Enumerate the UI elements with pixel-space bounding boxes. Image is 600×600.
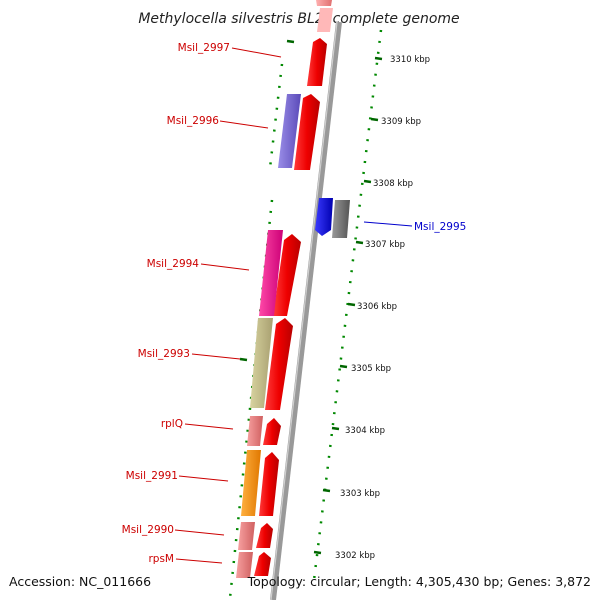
gene-block	[250, 318, 273, 408]
leader-lines	[174, 47, 413, 564]
accession-text: Accession: NC_011666	[9, 574, 151, 589]
gene-labels: Msil_2997 Msil_2996 Msil_2995 Msil_2994 …	[122, 42, 467, 565]
cds-arrow	[317, 8, 333, 32]
gene-block	[278, 94, 301, 168]
map-title: Methylocella silvestris BL2, complete ge…	[138, 11, 459, 27]
cds-arrow	[254, 552, 271, 576]
gene-label: Msil_2991	[126, 470, 178, 482]
tick-label: 3307 kbp	[365, 240, 405, 250]
gene-label: Msil_2995	[414, 221, 466, 233]
tick-label: 3310 kbp	[390, 55, 430, 65]
tick-marks	[239, 39, 383, 555]
gene-block	[236, 552, 253, 578]
gene-block	[259, 230, 283, 316]
tick-label: 3308 kbp	[373, 179, 413, 189]
tick-label: 3303 kbp	[340, 489, 380, 499]
gene-label: Msil_2994	[147, 258, 200, 270]
genome-backbone	[270, 21, 342, 600]
gene-label: Msil_2993	[138, 348, 190, 360]
cds-arrow	[259, 452, 279, 516]
gene-label: rpsM	[148, 553, 174, 565]
cds-arrow	[307, 38, 327, 86]
gene-block	[316, 0, 332, 6]
cds-arrow	[273, 234, 301, 316]
cds-reverse-arrow	[315, 198, 333, 236]
gene-block	[238, 522, 255, 550]
cds-arrow	[256, 523, 273, 548]
gene-label: Msil_2997	[178, 42, 230, 54]
tick-label: 3302 kbp	[335, 551, 375, 561]
gene-label: rplQ	[161, 418, 183, 430]
topology-text: Topology: circular; Length: 4,305,430 bp…	[247, 574, 591, 589]
cds-forward-track	[254, 8, 333, 576]
cds-arrow	[263, 418, 281, 445]
cds-arrow	[294, 94, 320, 170]
cds-arrow	[265, 318, 293, 410]
tick-labels: 3310 kbp 3309 kbp 3308 kbp 3307 kbp 3306…	[335, 55, 430, 561]
tick-label: 3309 kbp	[381, 117, 421, 127]
tick-label: 3305 kbp	[351, 364, 391, 374]
tick-label: 3306 kbp	[357, 302, 397, 312]
tick-label: 3304 kbp	[345, 426, 385, 436]
gene-block	[247, 416, 263, 446]
gene-block	[241, 450, 261, 516]
gene-block	[332, 200, 350, 238]
gene-track	[236, 0, 350, 578]
gene-label: Msil_2990	[122, 524, 174, 536]
gene-label: Msil_2996	[167, 115, 220, 127]
